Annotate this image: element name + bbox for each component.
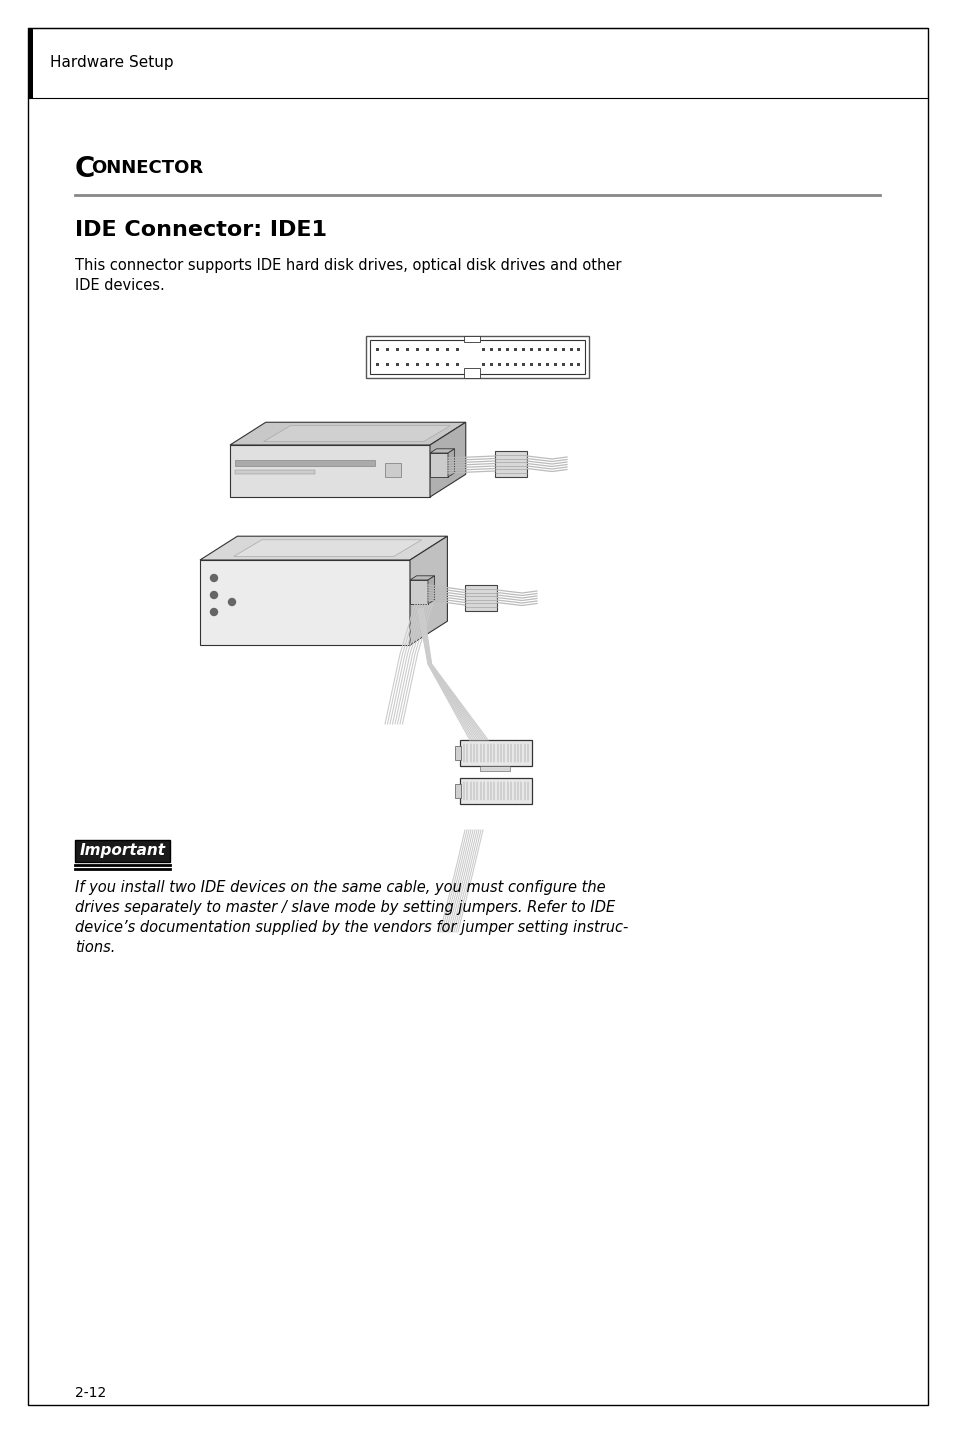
Bar	[514, 363, 517, 366]
Bar	[463, 368, 479, 378]
Bar	[537, 348, 540, 351]
Bar	[495, 451, 526, 477]
Text: IDE Connector: IDE1: IDE Connector: IDE1	[75, 220, 327, 240]
Polygon shape	[448, 449, 455, 477]
Text: device’s documentation supplied by the vendors for jumper setting instruc-: device’s documentation supplied by the v…	[75, 920, 628, 934]
Bar	[553, 363, 557, 366]
Bar	[464, 585, 497, 611]
Bar	[28, 29, 33, 97]
Polygon shape	[430, 449, 455, 454]
Bar	[456, 348, 459, 351]
Bar	[234, 469, 314, 474]
Bar	[426, 363, 429, 366]
Bar	[459, 740, 532, 766]
Bar	[436, 348, 439, 351]
Polygon shape	[200, 560, 410, 645]
Bar	[446, 363, 449, 366]
Bar	[455, 784, 460, 798]
Polygon shape	[430, 454, 448, 477]
Polygon shape	[230, 445, 430, 497]
Bar	[376, 363, 379, 366]
Bar	[396, 363, 399, 366]
Text: C: C	[75, 155, 95, 183]
Bar	[490, 363, 493, 366]
Circle shape	[229, 598, 235, 605]
Polygon shape	[233, 539, 421, 557]
Bar	[406, 348, 409, 351]
Circle shape	[211, 591, 217, 598]
Bar	[416, 348, 419, 351]
Bar	[530, 348, 533, 351]
Text: drives separately to master / slave mode by setting jumpers. Refer to IDE: drives separately to master / slave mode…	[75, 900, 615, 914]
Polygon shape	[410, 537, 447, 645]
Circle shape	[211, 574, 217, 581]
Bar	[506, 348, 509, 351]
Bar	[234, 459, 375, 467]
Polygon shape	[410, 580, 428, 604]
Text: 2-12: 2-12	[75, 1387, 106, 1400]
Bar	[553, 348, 557, 351]
Text: If you install two IDE devices on the same cable, you must configure the: If you install two IDE devices on the sa…	[75, 880, 605, 894]
Polygon shape	[430, 422, 465, 497]
Bar	[459, 778, 532, 804]
Bar	[75, 840, 170, 861]
Bar	[490, 348, 493, 351]
Bar	[386, 363, 389, 366]
Bar	[521, 348, 524, 351]
Bar	[577, 348, 579, 351]
Text: IDE devices.: IDE devices.	[75, 278, 165, 293]
Polygon shape	[230, 422, 465, 445]
Bar	[396, 348, 399, 351]
Polygon shape	[428, 575, 435, 604]
Bar	[482, 363, 485, 366]
Bar	[514, 348, 517, 351]
Circle shape	[211, 608, 217, 615]
Polygon shape	[263, 425, 450, 442]
Bar	[370, 341, 584, 373]
Bar	[386, 348, 389, 351]
Bar	[561, 348, 564, 351]
Bar	[456, 363, 459, 366]
Bar	[385, 464, 400, 477]
Text: tions.: tions.	[75, 940, 115, 954]
Polygon shape	[410, 575, 435, 580]
Bar	[545, 348, 548, 351]
Bar	[521, 363, 524, 366]
Bar	[416, 363, 419, 366]
Bar	[366, 336, 588, 378]
Polygon shape	[200, 537, 447, 560]
Bar	[569, 348, 572, 351]
Bar	[577, 363, 579, 366]
Bar	[426, 348, 429, 351]
Text: Important: Important	[80, 843, 166, 859]
Text: ONNECTOR: ONNECTOR	[91, 159, 203, 177]
Bar	[506, 363, 509, 366]
Bar	[463, 336, 479, 342]
Bar	[561, 363, 564, 366]
Bar	[497, 363, 501, 366]
Bar	[530, 363, 533, 366]
Bar	[406, 363, 409, 366]
Text: Hardware Setup: Hardware Setup	[50, 56, 173, 70]
Text: This connector supports IDE hard disk drives, optical disk drives and other: This connector supports IDE hard disk dr…	[75, 258, 620, 273]
Bar	[436, 363, 439, 366]
Bar	[497, 348, 501, 351]
Bar	[482, 348, 485, 351]
Bar	[455, 746, 460, 760]
Bar	[545, 363, 548, 366]
Bar	[569, 363, 572, 366]
Bar	[537, 363, 540, 366]
Bar	[446, 348, 449, 351]
Bar	[479, 766, 510, 771]
Bar	[376, 348, 379, 351]
